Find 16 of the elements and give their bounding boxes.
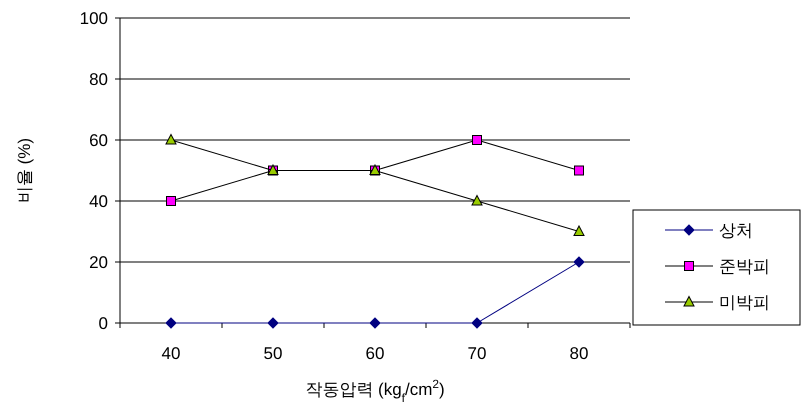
- y-tick-label: 40: [89, 192, 108, 211]
- y-tick-label: 60: [89, 131, 108, 150]
- y-tick-label: 0: [98, 314, 108, 333]
- y-tick-label: 20: [89, 253, 108, 272]
- legend-label: 미박피: [719, 293, 770, 312]
- x-tick-label: 40: [162, 344, 180, 363]
- x-axis-title: 작동압력 (kg$_{f}$/cm$^{2}$): [305, 377, 445, 405]
- x-tick-label: 70: [468, 344, 486, 363]
- y-tick-label: 80: [89, 70, 108, 89]
- x-tick-label: 80: [570, 344, 588, 363]
- y-tick-label: 100: [80, 9, 108, 28]
- legend-label: 상처: [719, 221, 753, 240]
- legend-label: 준박피: [719, 257, 770, 276]
- x-tick-label: 50: [264, 344, 282, 363]
- y-axis-title: 비율 (%): [15, 138, 34, 204]
- x-tick-label: 60: [366, 344, 384, 363]
